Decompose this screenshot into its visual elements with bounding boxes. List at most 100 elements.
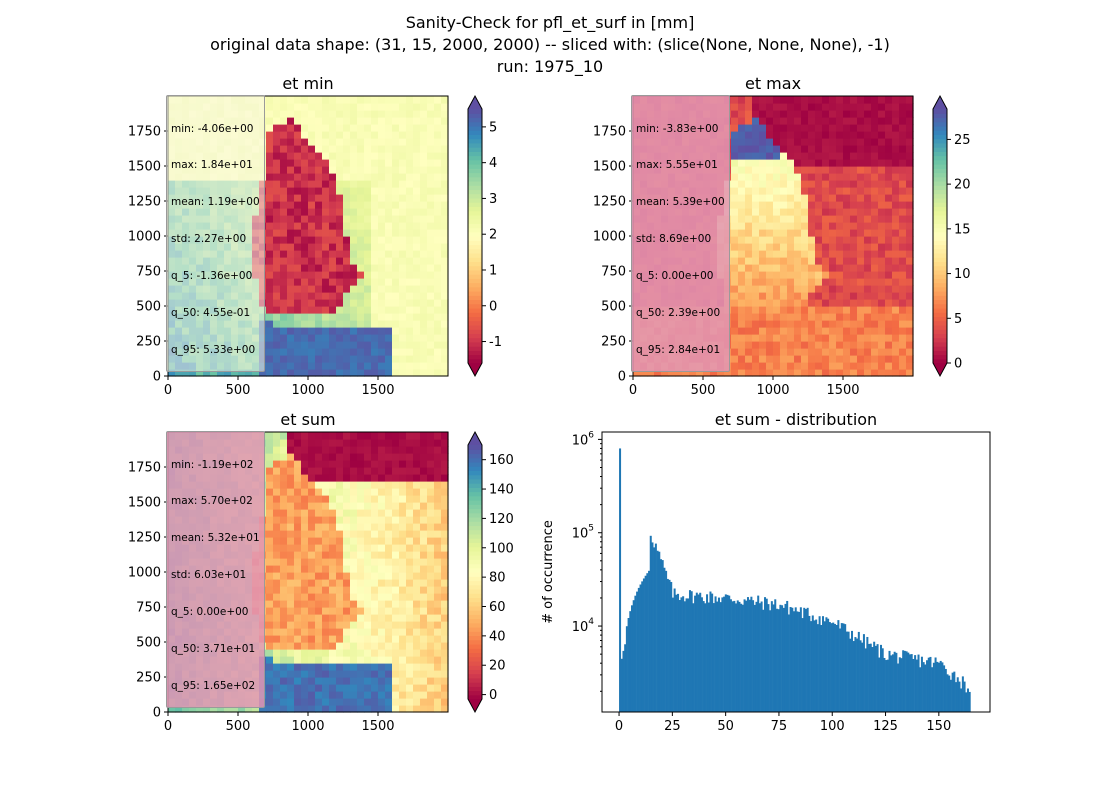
heatmap-cell <box>836 355 844 363</box>
heatmap-cell <box>829 201 837 209</box>
heatmap-cell <box>287 264 295 272</box>
heatmap-cell <box>392 222 400 230</box>
heatmap-cell <box>350 194 358 202</box>
heatmap-cell <box>399 677 407 685</box>
heatmap-cell <box>885 187 893 195</box>
heatmap-cell <box>329 446 337 454</box>
heatmap-cell <box>710 369 718 377</box>
heatmap-cell <box>301 495 309 503</box>
heatmap-cell <box>745 369 753 377</box>
heatmap-cell <box>294 278 302 286</box>
heatmap-cell <box>301 635 309 643</box>
heatmap-cell <box>899 334 907 342</box>
heatmap-cell <box>850 152 858 160</box>
heatmap-cell <box>273 159 281 167</box>
heatmap-cell <box>210 369 218 377</box>
heatmap-cell <box>441 369 449 377</box>
heatmap-cell <box>266 124 274 132</box>
heatmap-cell <box>780 362 788 370</box>
heatmap-cell <box>406 495 414 503</box>
heatmap-cell <box>829 208 837 216</box>
heatmap-cell <box>413 222 421 230</box>
heatmap-cell <box>189 705 197 713</box>
panel-title: et max <box>745 74 801 93</box>
heatmap-cell <box>315 355 323 363</box>
heatmap-cell <box>308 110 316 118</box>
colorbar-segment <box>468 142 482 148</box>
heatmap-cell <box>427 593 435 601</box>
heatmap-cell <box>287 544 295 552</box>
heatmap-cell <box>350 516 358 524</box>
heatmap-cell <box>864 124 872 132</box>
heatmap-cell <box>266 586 274 594</box>
heatmap-cell <box>822 159 830 167</box>
heatmap-cell <box>315 180 323 188</box>
heatmap-cell <box>294 124 302 132</box>
heatmap-cell <box>399 551 407 559</box>
heatmap-cell <box>822 236 830 244</box>
heatmap-cell <box>301 166 309 174</box>
heatmap-cell <box>413 110 421 118</box>
heatmap-cell <box>343 299 351 307</box>
heatmap-cell <box>273 488 281 496</box>
heatmap-cell <box>399 474 407 482</box>
heatmap-cell <box>731 229 739 237</box>
heatmap-cell <box>885 180 893 188</box>
heatmap-cell <box>315 663 323 671</box>
heatmap-cell <box>294 194 302 202</box>
heatmap-cell <box>399 306 407 314</box>
heatmap-cell <box>794 264 802 272</box>
heatmap-cell <box>364 656 372 664</box>
heatmap-cell <box>385 446 393 454</box>
heatmap-cell <box>336 96 344 104</box>
heatmap-cell <box>892 306 900 314</box>
heatmap-cell <box>364 166 372 174</box>
heatmap-cell <box>266 691 274 699</box>
heatmap-cell <box>857 327 865 335</box>
heatmap-cell <box>294 446 302 454</box>
heatmap-cell <box>301 663 309 671</box>
heatmap-cell <box>843 222 851 230</box>
heatmap-cell <box>301 194 309 202</box>
heatmap-cell <box>420 180 428 188</box>
heatmap-cell <box>745 215 753 223</box>
heatmap-cell <box>885 243 893 251</box>
heatmap-cell <box>745 278 753 286</box>
heatmap-cell <box>434 187 442 195</box>
heatmap-cell <box>378 103 386 111</box>
heatmap-cell <box>420 131 428 139</box>
heatmap-cell <box>399 453 407 461</box>
heatmap-cell <box>301 677 309 685</box>
heatmap-cell <box>182 369 190 377</box>
heatmap-cell <box>273 614 281 622</box>
heatmap-cell <box>287 292 295 300</box>
heatmap-cell <box>273 565 281 573</box>
heatmap-cell <box>829 152 837 160</box>
heatmap-cell <box>892 369 900 377</box>
heatmap-cell <box>815 103 823 111</box>
heatmap-cell <box>385 173 393 181</box>
heatmap-cell <box>434 222 442 230</box>
heatmap-cell <box>315 320 323 328</box>
heatmap-cell <box>406 698 414 706</box>
heatmap-cell <box>392 600 400 608</box>
heatmap-cell <box>441 614 449 622</box>
heatmap-cell <box>266 516 274 524</box>
heatmap-cell <box>273 194 281 202</box>
heatmap-cell <box>427 145 435 153</box>
heatmap-cell <box>301 362 309 370</box>
colorbar-segment <box>933 155 947 161</box>
heatmap-cell <box>329 432 337 440</box>
heatmap-cell <box>371 110 379 118</box>
heatmap-cell <box>633 369 641 377</box>
heatmap-cell <box>357 586 365 594</box>
heatmap-cell <box>371 600 379 608</box>
heatmap-cell <box>787 341 795 349</box>
colorbar-segment <box>468 252 482 258</box>
heatmap-cell <box>336 313 344 321</box>
heatmap-cell <box>871 292 879 300</box>
heatmap-cell <box>885 131 893 139</box>
heatmap-cell <box>745 96 753 104</box>
heatmap-cell <box>441 215 449 223</box>
heatmap-cell <box>766 215 774 223</box>
